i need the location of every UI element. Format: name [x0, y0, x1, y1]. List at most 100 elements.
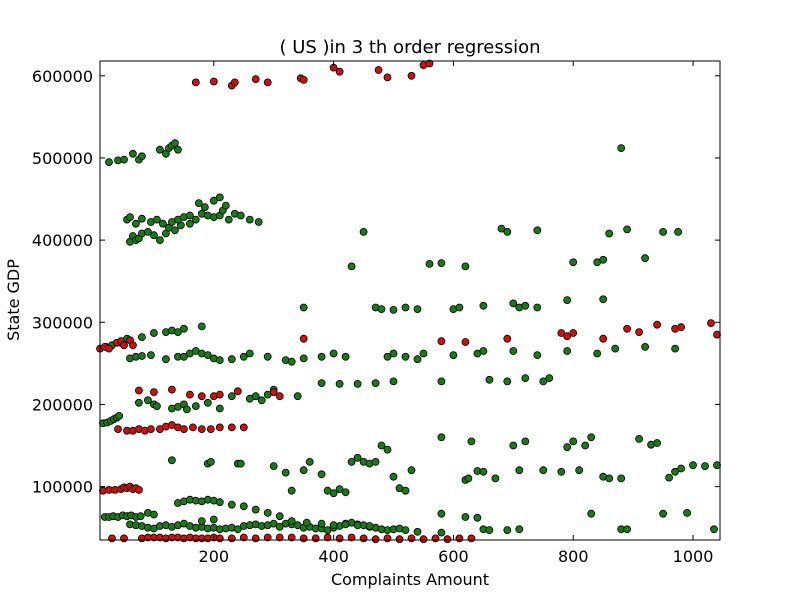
data-point-green-82 [302, 518, 311, 527]
data-point-green-188 [146, 351, 155, 360]
data-point-green-137 [587, 433, 596, 442]
data-point-green-140 [617, 474, 626, 483]
data-point-green-104 [305, 457, 314, 466]
data-point-green-315 [170, 139, 179, 148]
data-point-red-90 [623, 324, 631, 333]
data-point-green-199 [239, 352, 248, 361]
data-point-green-220 [611, 344, 620, 353]
data-point-green-146 [677, 464, 685, 473]
data-point-green-316 [173, 145, 182, 154]
data-point-green-131 [539, 466, 548, 475]
data-point-green-200 [245, 349, 254, 358]
data-point-red-67 [185, 390, 194, 399]
data-point-red-47 [114, 425, 122, 434]
data-point-green-33 [269, 519, 278, 528]
data-point-green-84 [329, 521, 338, 530]
data-point-red-101 [251, 75, 260, 83]
data-point-red-98 [209, 77, 218, 86]
data-point-red-59 [197, 425, 206, 434]
data-point-green-155 [115, 411, 124, 420]
y-axis-label: State GDP [4, 259, 23, 341]
data-point-red-71 [233, 387, 242, 396]
data-point-green-100 [269, 462, 278, 471]
data-point-green-75 [215, 498, 224, 507]
data-point-green-222 [671, 344, 679, 353]
data-point-red-25 [335, 534, 344, 543]
data-point-green-217 [533, 351, 542, 360]
data-point-green-305 [105, 158, 113, 167]
data-point-green-250 [359, 227, 368, 236]
data-point-red-63 [239, 423, 248, 432]
data-point-green-61 [515, 525, 524, 534]
data-point-green-126 [479, 467, 488, 476]
data-point-green-107 [329, 489, 338, 498]
x-tick-label-200: 200 [199, 547, 230, 566]
data-point-green-135 [575, 466, 584, 475]
data-point-green-127 [491, 474, 500, 483]
data-point-green-167 [227, 392, 236, 401]
data-point-green-231 [173, 328, 182, 337]
data-point-green-247 [563, 296, 572, 305]
data-point-red-15 [215, 534, 224, 543]
data-point-green-66 [683, 509, 691, 517]
data-point-green-90 [473, 513, 482, 522]
data-point-green-97 [206, 457, 215, 466]
data-point-red-73 [275, 392, 284, 401]
data-point-green-176 [353, 379, 362, 388]
data-point-red-16 [227, 534, 236, 543]
data-point-green-195 [203, 351, 212, 360]
data-point-red-87 [563, 332, 572, 341]
data-point-green-83 [317, 519, 326, 528]
data-point-green-81 [287, 517, 296, 525]
data-point-green-251 [425, 259, 434, 268]
data-point-green-141 [635, 434, 643, 443]
data-point-green-218 [563, 347, 572, 355]
y-tick-label-600000: 600000 [32, 67, 93, 86]
data-point-green-130 [521, 437, 530, 446]
data-point-green-64 [623, 525, 631, 534]
data-point-red-23 [311, 534, 320, 543]
data-point-red-46 [134, 485, 143, 494]
data-point-green-179 [437, 377, 446, 386]
data-point-green-295 [158, 219, 167, 228]
data-point-green-264 [674, 227, 682, 236]
data-point-green-136 [581, 441, 590, 450]
data-point-red-106 [335, 67, 344, 76]
data-point-green-242 [479, 301, 488, 310]
data-point-red-61 [215, 423, 224, 432]
data-point-green-95 [167, 456, 176, 465]
data-point-green-212 [419, 349, 428, 358]
data-point-green-233 [197, 322, 206, 331]
data-point-red-94 [677, 323, 685, 332]
data-point-red-33 [431, 534, 440, 543]
data-point-red-96 [713, 330, 721, 339]
data-point-green-301 [200, 203, 209, 212]
data-point-green-157 [143, 396, 152, 405]
data-point-green-237 [389, 305, 398, 314]
data-point-red-89 [599, 334, 608, 343]
data-point-red-31 [407, 534, 416, 543]
data-point-green-180 [485, 375, 494, 384]
x-tick-label-400: 400 [318, 547, 349, 566]
data-point-green-129 [515, 466, 524, 475]
data-point-red-28 [371, 535, 380, 544]
data-point-red-85 [503, 334, 512, 343]
data-point-green-119 [401, 486, 410, 495]
data-point-green-8 [136, 512, 145, 521]
data-point-green-216 [509, 347, 518, 355]
data-point-green-272 [155, 236, 164, 245]
data-point-green-183 [539, 377, 548, 386]
data-points [96, 59, 721, 544]
x-tick-label-800: 800 [558, 547, 589, 566]
data-point-green-147 [689, 461, 697, 470]
data-point-green-271 [149, 231, 158, 240]
data-point-green-232 [179, 324, 188, 333]
data-point-green-207 [341, 352, 350, 361]
data-point-green-117 [389, 472, 398, 481]
data-point-red-109 [407, 71, 416, 80]
x-tick-label-1000: 1000 [673, 547, 714, 566]
data-point-green-252 [437, 259, 446, 268]
data-point-green-257 [569, 258, 578, 267]
data-point-red-18 [251, 534, 260, 543]
